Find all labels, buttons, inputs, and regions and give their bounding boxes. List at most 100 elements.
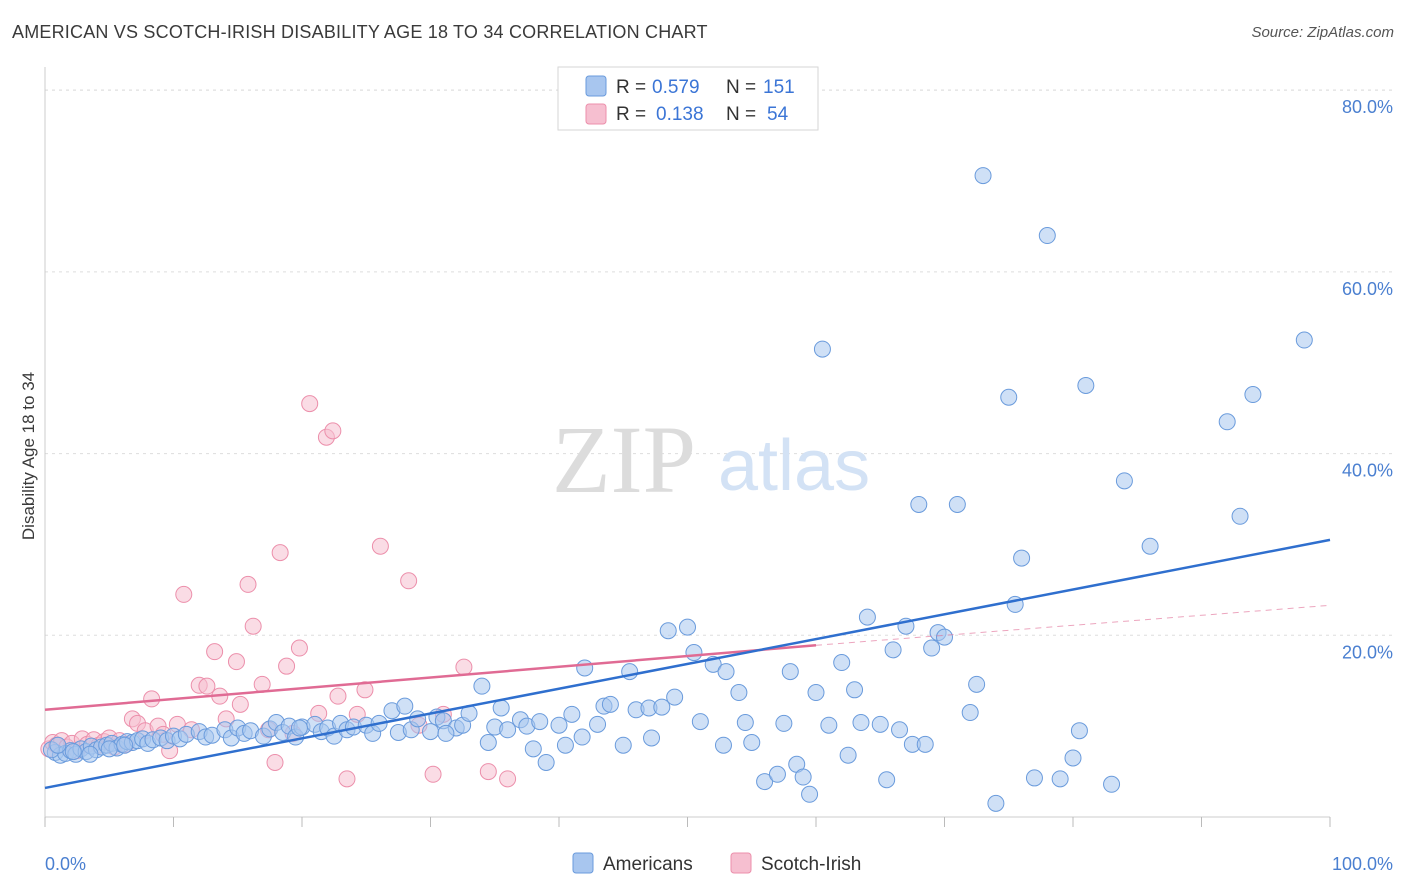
americans-point: [916, 735, 934, 753]
americans-point: [839, 746, 857, 764]
americans-point: [833, 654, 851, 672]
americans-point: [81, 745, 99, 763]
americans-point: [884, 641, 902, 659]
americans-point: [537, 753, 555, 771]
americans-point: [987, 794, 1005, 812]
americans-point: [1141, 537, 1159, 555]
americans-point: [781, 663, 799, 681]
americans-point: [1000, 388, 1018, 406]
scotch-irish-point: [479, 763, 497, 781]
scotch-irish-swatch: [585, 103, 607, 125]
americans-point: [556, 736, 574, 754]
americans-point: [1038, 227, 1056, 245]
americans-point: [1231, 507, 1249, 525]
americans-point: [116, 736, 134, 754]
x-tick-labels: 0.0% 100.0%: [45, 854, 1393, 874]
scotch-irish-point: [143, 690, 161, 708]
x-tick-label: 0.0%: [45, 854, 86, 874]
americans-point: [936, 628, 953, 646]
legend-r-value-2: 0.138: [656, 104, 704, 125]
scotch-irish-point: [175, 585, 193, 603]
americans-point: [948, 495, 966, 513]
scotch-irish-point: [244, 617, 262, 635]
americans-point: [736, 714, 754, 732]
americans-point: [601, 695, 619, 713]
americans-point: [492, 699, 510, 717]
americans-point: [743, 734, 761, 751]
americans-point: [524, 740, 542, 758]
americans-point: [878, 771, 896, 789]
americans-point: [666, 688, 684, 706]
americans-point: [396, 697, 414, 715]
source-label: Source: ZipAtlas.com: [1251, 24, 1394, 41]
legend-r-value-1: 0.579: [652, 77, 700, 98]
americans-point: [1064, 749, 1082, 767]
americans-point: [1070, 722, 1088, 740]
americans-point: [576, 659, 594, 677]
scotch-irish-point: [278, 657, 296, 675]
americans-point: [775, 714, 793, 732]
scotch-irish-point: [266, 753, 284, 771]
scotch-irish-point: [231, 695, 249, 713]
scotch-irish-point: [290, 639, 308, 657]
series-legend: Americans Scotch-Irish: [572, 852, 861, 875]
axes: [44, 67, 1331, 827]
scotch-irish-point: [329, 687, 347, 705]
americans-point: [679, 618, 696, 636]
y-tick-label: 60.0%: [1342, 279, 1393, 299]
americans-legend-label: Americans: [603, 854, 693, 875]
grid-lines: [45, 89, 1392, 636]
americans-point: [685, 644, 703, 662]
americans-point: [691, 713, 709, 731]
americans-point: [1295, 331, 1313, 349]
americans-point: [1051, 770, 1069, 788]
americans-legend-swatch: [572, 852, 594, 874]
americans-point: [479, 734, 497, 751]
scotch-irish-point: [301, 395, 319, 413]
y-tick-label: 80.0%: [1342, 97, 1393, 117]
americans-point: [100, 740, 118, 758]
chart-title: AMERICAN VS SCOTCH-IRISH DISABILITY AGE …: [12, 22, 708, 42]
scotch-irish-point: [271, 544, 289, 562]
scotch-irish-point: [371, 537, 389, 555]
scotch-irish-point: [324, 422, 342, 440]
americans-point: [1013, 549, 1031, 567]
scotch-irish-trendline: [44, 644, 817, 712]
watermark-atlas: atlas: [718, 426, 870, 506]
legend-n-label-1: N =: [726, 77, 756, 98]
scotch-irish-point: [499, 770, 517, 788]
americans-point: [1244, 386, 1262, 404]
scotch-irish-point: [338, 770, 356, 788]
americans-point: [531, 713, 549, 731]
americans-point: [653, 698, 671, 716]
americans-point: [659, 622, 677, 640]
scotch-irish-point: [206, 643, 224, 661]
trendlines: [44, 538, 1331, 790]
americans-point: [730, 684, 748, 702]
legend-r-label-2: R =: [616, 104, 646, 125]
americans-point: [64, 743, 82, 761]
americans-point: [768, 765, 786, 783]
legend-n-value-2: 54: [767, 104, 789, 125]
americans-point: [290, 719, 308, 737]
americans-point: [643, 729, 661, 747]
scotch-irish-point: [455, 658, 473, 676]
legend-n-value-1: 151: [763, 77, 795, 98]
americans-point: [807, 684, 825, 702]
scotch-irish-trendline-extension: [815, 604, 1331, 646]
y-tick-label: 20.0%: [1342, 642, 1393, 662]
watermark-zip: ZIP: [552, 406, 696, 513]
americans-point: [858, 608, 876, 626]
y-axis-title: Disability Age 18 to 34: [19, 372, 38, 540]
stats-legend: R = 0.579 N = 151 R = 0.138 N = 54: [557, 66, 819, 131]
americans-point: [573, 728, 591, 746]
americans-point: [563, 705, 581, 723]
scotch-irish-point: [198, 677, 216, 695]
americans-point: [1025, 769, 1043, 787]
scotch-irish-legend-label: Scotch-Irish: [761, 854, 861, 875]
scotch-irish-point: [424, 765, 442, 783]
watermark: ZIP atlas: [552, 406, 870, 513]
americans-point: [1077, 376, 1095, 394]
americans-point: [820, 716, 838, 734]
